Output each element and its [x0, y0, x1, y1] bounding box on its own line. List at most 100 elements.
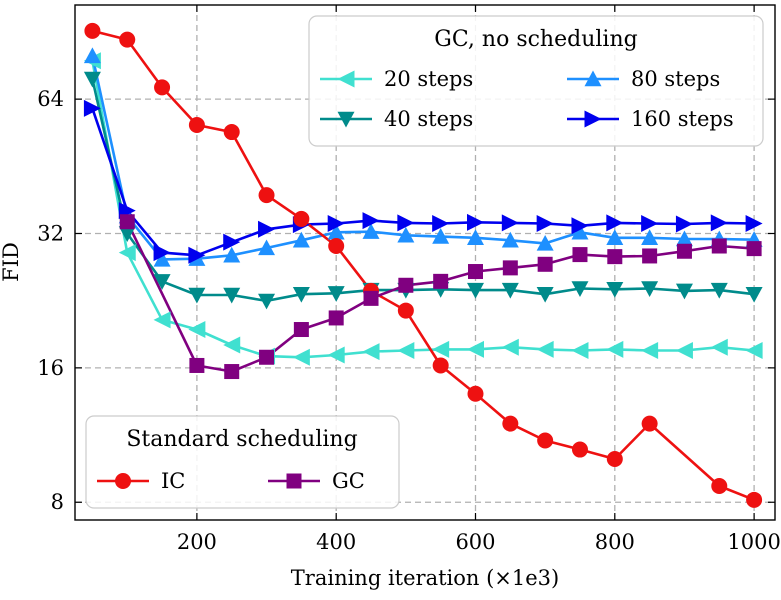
data-point-160-steps: [258, 220, 276, 238]
data-point-ic: [432, 357, 449, 374]
data-point-20-steps: [362, 343, 380, 361]
data-point-gc: [711, 238, 727, 254]
data-point-gc: [328, 310, 344, 326]
series-line-40-steps: [91, 78, 755, 303]
data-point-80-steps: [258, 239, 276, 256]
data-point-20-steps: [327, 346, 345, 364]
series-markers: [83, 22, 763, 508]
data-point-160-steps: [641, 214, 659, 232]
data-point-20-steps: [501, 338, 519, 356]
data-point-20-steps: [223, 336, 241, 354]
data-point-ic: [293, 210, 310, 227]
data-point-ic: [606, 450, 623, 467]
series-line-80-steps: [91, 55, 755, 261]
data-point-gc: [572, 247, 588, 263]
legend-entry-20-steps: 20 steps: [320, 67, 473, 91]
data-point-gc: [676, 243, 692, 259]
data-point-80-steps: [327, 223, 345, 240]
data-point-20-steps: [745, 342, 763, 360]
data-point-gc: [259, 349, 275, 365]
data-point-40-steps: [83, 71, 101, 88]
data-point-ic: [467, 385, 484, 402]
data-point-gc: [467, 264, 483, 280]
legend-label-ic: IC: [161, 469, 185, 493]
data-point-40-steps: [258, 293, 276, 310]
data-point-40-steps: [571, 281, 589, 297]
legend-gc-no-scheduling: GC, no scheduling 20 steps 40 steps 80 ste…: [308, 15, 764, 147]
legend-marker-40-steps: [337, 111, 355, 128]
data-point-80-steps: [432, 228, 450, 244]
data-point-80-steps: [223, 246, 241, 263]
data-point-20-steps: [292, 348, 310, 366]
y-tick-label: 64: [37, 87, 64, 111]
data-point-ic: [537, 432, 554, 449]
data-point-ic: [154, 79, 171, 96]
legend-upper-entries: 20 steps 40 steps 80 steps 160 steps: [320, 67, 734, 131]
legend-label-160-steps: 160 steps: [631, 107, 734, 131]
data-point-160-steps: [188, 246, 206, 264]
data-point-80-steps: [675, 230, 693, 247]
data-point-gc: [642, 248, 658, 264]
data-point-40-steps: [466, 282, 484, 299]
data-point-40-steps: [501, 282, 519, 299]
data-point-ic: [328, 238, 345, 255]
data-point-20-steps: [188, 321, 206, 339]
data-point-80-steps: [641, 229, 659, 246]
data-point-80-steps: [571, 223, 589, 240]
legend-entry-40-steps: 40 steps: [320, 107, 473, 131]
data-point-40-steps: [710, 282, 728, 299]
data-point-20-steps: [641, 342, 659, 360]
legend-marker-20-steps: [337, 70, 355, 88]
data-point-gc: [398, 277, 414, 293]
data-point-ic: [641, 415, 658, 432]
legend-entry-160-steps: 160 steps: [567, 107, 734, 131]
data-point-160-steps: [223, 233, 241, 251]
legend-label-40-steps: 40 steps: [384, 107, 473, 131]
data-point-160-steps: [397, 214, 415, 232]
y-axis-title: FID: [0, 242, 23, 282]
data-point-20-steps: [466, 340, 484, 358]
plot-frame: [74, 4, 776, 521]
data-point-160-steps: [745, 214, 763, 232]
data-point-160-steps: [432, 214, 450, 232]
legend-standard-scheduling: Standard scheduling IC GC: [85, 415, 400, 509]
legend-entry-ic: IC: [97, 469, 185, 493]
data-point-ic: [188, 117, 205, 134]
data-point-80-steps: [362, 223, 380, 239]
data-point-ic: [119, 31, 136, 48]
legend-marker-160-steps: [584, 110, 602, 128]
axis-ticks: 200 400 600 800 1000 8 16 32 64: [37, 5, 781, 554]
data-point-160-steps: [536, 214, 554, 232]
data-point-20-steps: [606, 340, 624, 358]
data-point-40-steps: [641, 281, 659, 297]
data-point-20-steps: [675, 342, 693, 360]
data-point-80-steps: [83, 47, 101, 64]
x-tick-label: 1000: [727, 530, 780, 554]
data-point-80-steps: [536, 234, 554, 251]
data-point-80-steps: [501, 231, 519, 248]
legend-entry-gc: GC: [268, 469, 365, 493]
data-point-gc: [746, 241, 762, 257]
data-point-ic: [746, 491, 763, 508]
data-point-80-steps: [606, 229, 624, 246]
data-point-20-steps: [118, 244, 136, 262]
legend-upper-title: GC, no scheduling: [434, 27, 637, 52]
legend-marker-ic: [115, 473, 131, 489]
legend-label-20-steps: 20 steps: [384, 67, 473, 91]
x-tick-label: 400: [316, 530, 356, 554]
data-point-160-steps: [675, 215, 693, 233]
data-point-40-steps: [153, 274, 171, 290]
data-point-20-steps: [397, 342, 415, 360]
legend-label-80-steps: 80 steps: [631, 67, 720, 91]
data-point-ic: [258, 187, 275, 204]
data-point-160-steps: [327, 214, 345, 232]
data-point-20-steps: [432, 340, 450, 358]
data-point-80-steps: [153, 250, 171, 267]
data-point-40-steps: [118, 226, 136, 242]
x-tick-label: 200: [177, 530, 217, 554]
data-point-40-steps: [675, 283, 693, 300]
legend-entry-80-steps: 80 steps: [567, 67, 720, 91]
data-point-ic: [571, 441, 588, 458]
legend-lower-title: Standard scheduling: [126, 427, 357, 452]
